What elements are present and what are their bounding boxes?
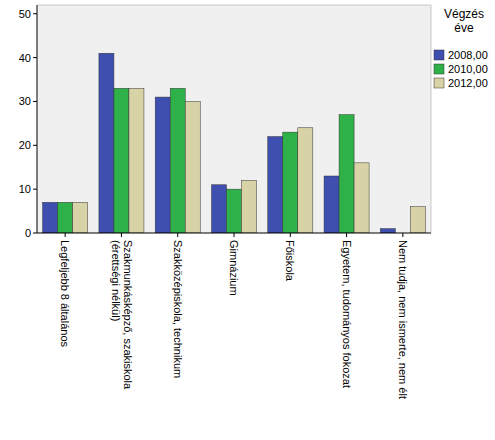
y-tick	[33, 57, 37, 58]
y-tick	[33, 189, 37, 190]
legend-label: 2008,00	[448, 49, 488, 61]
legend-label: 2010,00	[448, 63, 488, 75]
x-tick-label: Szakmunkásképző, szakiskola(érettségi né…	[110, 240, 134, 390]
bar	[185, 101, 200, 233]
legend-swatch	[434, 50, 444, 60]
background	[0, 0, 495, 440]
x-tick-label: Szakközépiskola, technikum	[172, 240, 184, 378]
legend-title-line: Végzés	[444, 7, 484, 21]
y-tick-label: 0	[25, 227, 31, 239]
y-tick-label: 10	[19, 183, 31, 195]
x-tick	[234, 233, 235, 237]
y-tick-label: 30	[19, 95, 31, 107]
x-tick-label: Nem tudja, nem ismerte, nem élt	[397, 240, 409, 399]
bar	[380, 229, 395, 233]
bar	[324, 176, 339, 233]
x-tick-label: Egyetem, tudományos fokozat	[341, 240, 353, 388]
bar	[155, 97, 170, 233]
x-tick	[65, 233, 66, 237]
x-tick-label: Legfeljebb 8 általános	[59, 240, 71, 348]
bar	[43, 202, 58, 233]
bar	[283, 132, 298, 233]
bar	[242, 180, 257, 233]
x-tick	[177, 233, 178, 237]
bar	[58, 202, 73, 233]
legend-title-line: éve	[454, 21, 474, 35]
label-line: Egyetem, tudományos fokozat	[341, 240, 353, 388]
x-tick-label: Gimnázium	[228, 240, 240, 296]
y-tick	[33, 101, 37, 102]
bar	[354, 163, 369, 233]
label-line: Szakközépiskola, technikum	[172, 240, 184, 378]
bar	[99, 53, 114, 233]
legend-swatch	[434, 78, 444, 88]
y-tick-label: 20	[19, 139, 31, 151]
y-tick-label: 50	[19, 8, 31, 20]
label-line: Legfeljebb 8 általános	[59, 240, 71, 348]
chart: 0 10 20 30 40 50 Legfeljebb 8 általános Szakmun…	[0, 0, 495, 440]
label-line: Nem tudja, nem ismerte, nem élt	[397, 240, 409, 399]
x-tick	[121, 233, 122, 237]
bar	[114, 88, 129, 233]
legend-title: Végzéséve	[444, 7, 484, 35]
label-line: Szakmunkásképző, szakiskola	[122, 240, 134, 390]
bar	[268, 137, 283, 233]
bar	[73, 202, 88, 233]
frame-right	[431, 5, 432, 233]
y-tick	[33, 13, 37, 14]
y-tick	[33, 233, 37, 234]
y-axis	[37, 5, 38, 233]
frame-top	[37, 5, 431, 6]
plot-area	[37, 5, 431, 233]
legend-label: 2012,00	[448, 77, 488, 89]
bars	[43, 53, 426, 233]
bar	[226, 189, 241, 233]
x-tick	[346, 233, 347, 237]
bar	[129, 88, 144, 233]
bar	[170, 88, 185, 233]
label-line: Gimnázium	[228, 240, 240, 296]
y-tick-label: 40	[19, 52, 31, 64]
x-tick-label: Főiskola	[284, 240, 296, 282]
x-tick	[290, 233, 291, 237]
bar	[211, 185, 226, 233]
bar	[410, 207, 425, 233]
label-line: Főiskola	[284, 240, 296, 282]
bar	[339, 115, 354, 233]
label-line: (érettségi nélkül)	[110, 240, 122, 321]
y-tick	[33, 145, 37, 146]
bar	[298, 128, 313, 233]
x-tick	[402, 233, 403, 237]
legend-swatch	[434, 64, 444, 74]
